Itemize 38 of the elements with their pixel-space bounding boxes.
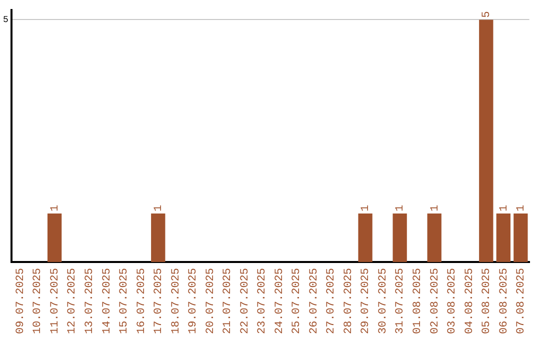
x-tick-label: 18.07.2025 (170, 268, 182, 334)
x-tick-label: 09.07.2025 (14, 268, 27, 334)
x-tick-label: 26.07.2025 (308, 268, 320, 334)
x-tick-label: 04.08.2025 (464, 268, 476, 334)
x-tick-label: 10.07.2025 (32, 268, 44, 334)
x-tick-label: 27.07.2025 (326, 268, 338, 334)
x-tick-label: 23.07.2025 (256, 268, 269, 334)
x-tick-label: 17.07.2025 (153, 268, 166, 334)
x-tick-label: 20.07.2025 (204, 268, 217, 334)
x-tick-label: 21.07.2025 (222, 268, 234, 334)
x-tick-label: 07.08.2025 (516, 268, 528, 334)
data-label: 1 (516, 204, 528, 212)
data-label: 5 (481, 11, 494, 18)
x-tick-label: 24.07.2025 (274, 268, 286, 334)
data-label: 1 (394, 204, 407, 212)
x-tick-label: 22.07.2025 (239, 268, 252, 334)
x-tick-label: 11.07.2025 (49, 268, 62, 334)
data-label: 1 (498, 204, 510, 212)
data-label: 1 (429, 204, 442, 212)
x-tick-label: 19.07.2025 (188, 268, 200, 334)
x-tick-label: 30.07.2025 (377, 268, 390, 334)
x-tick-label: 28.07.2025 (342, 268, 355, 334)
data-label: 1 (153, 204, 166, 212)
x-tick-label: 13.07.2025 (84, 268, 96, 334)
x-tick-label: 12.07.2025 (66, 268, 79, 334)
data-label: 1 (49, 204, 62, 212)
x-tick-label: 05.08.2025 (481, 268, 494, 334)
x-tick-label: 31.07.2025 (394, 268, 407, 334)
x-tick-label: 14.07.2025 (101, 268, 114, 334)
x-tick-label: 15.07.2025 (118, 268, 131, 334)
x-tick-label: 01.08.2025 (412, 268, 424, 334)
x-tick-label: 02.08.2025 (429, 268, 442, 334)
x-tick-label: 16.07.2025 (136, 268, 148, 334)
x-tick-label: 25.07.2025 (291, 268, 304, 334)
x-tick-label: 06.08.2025 (498, 268, 510, 334)
x-tick-label: 03.08.2025 (446, 268, 459, 334)
data-label: 1 (360, 204, 372, 212)
x-tick-label: 29.07.2025 (360, 268, 372, 334)
